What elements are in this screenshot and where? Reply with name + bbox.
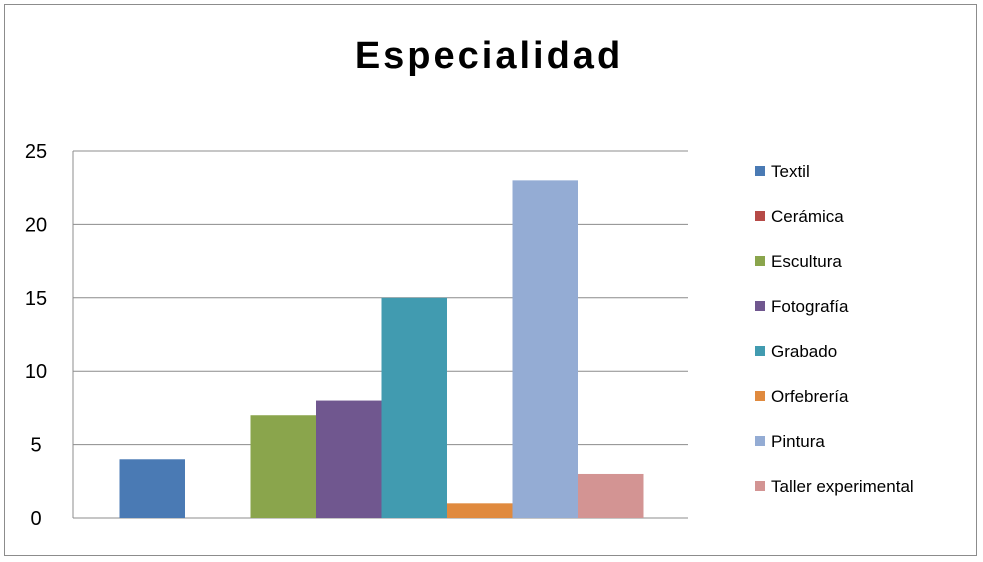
legend-swatch [755, 211, 765, 221]
y-tick-label: 0 [30, 508, 41, 530]
legend-label: Orfebrería [771, 387, 849, 406]
legend-label: Taller experimental [771, 477, 914, 496]
bars [119, 180, 644, 519]
legend-swatch [755, 301, 765, 311]
legend-swatch [755, 436, 765, 446]
bar-fotografía [316, 400, 382, 518]
legend-swatch [755, 166, 765, 176]
y-tick-label: 5 [30, 435, 41, 457]
legend-label: Escultura [771, 252, 842, 271]
bar-taller-experimental [578, 473, 644, 518]
bar-pintura [512, 180, 578, 519]
legend-label: Textil [771, 162, 810, 181]
legend: Textil Cerámica Escultura Fotografía Grabado… [755, 162, 914, 496]
legend-swatch [755, 256, 765, 266]
bar-orfebrería [447, 503, 513, 518]
legend-swatch [755, 391, 765, 401]
bar-textil [119, 459, 185, 518]
bar-escultura [250, 415, 316, 518]
y-tick-label: 15 [25, 288, 47, 310]
legend-swatch [755, 346, 765, 356]
legend-label: Grabado [771, 342, 837, 361]
legend-label: Fotografía [771, 297, 849, 316]
bar-grabado [381, 297, 447, 518]
legend-label: Cerámica [771, 207, 844, 226]
legend-label: Pintura [771, 432, 825, 451]
y-tick-label: 25 [25, 141, 47, 163]
y-tick-label: 20 [25, 214, 47, 236]
y-axis-ticks: 0 5 10 15 20 25 [25, 141, 47, 530]
chart-title: Especialidad [355, 35, 623, 77]
y-tick-label: 10 [25, 361, 47, 383]
legend-swatch [755, 481, 765, 491]
